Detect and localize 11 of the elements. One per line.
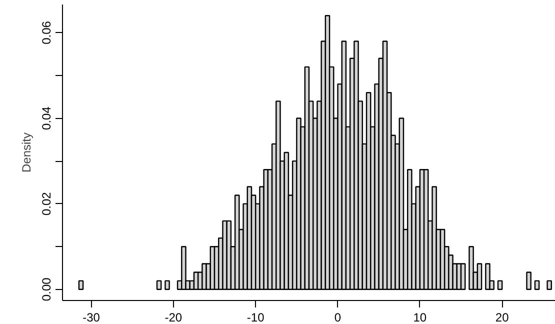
y-tick-label: 0.00 xyxy=(40,277,54,302)
x-tick-label: 10 xyxy=(413,310,427,324)
y-tick-label: 0.02 xyxy=(40,192,54,216)
x-tick-label: 0 xyxy=(334,310,342,324)
y-tick-label: 0.06 xyxy=(40,20,54,44)
x-tick-label: -30 xyxy=(82,310,100,324)
x-tick-label: 20 xyxy=(495,310,510,324)
y-axis-title: Density xyxy=(20,132,34,173)
x-tick-label: -10 xyxy=(246,310,265,324)
x-tick-label: -20 xyxy=(164,310,182,324)
y-tick-label: 0.04 xyxy=(40,106,54,130)
